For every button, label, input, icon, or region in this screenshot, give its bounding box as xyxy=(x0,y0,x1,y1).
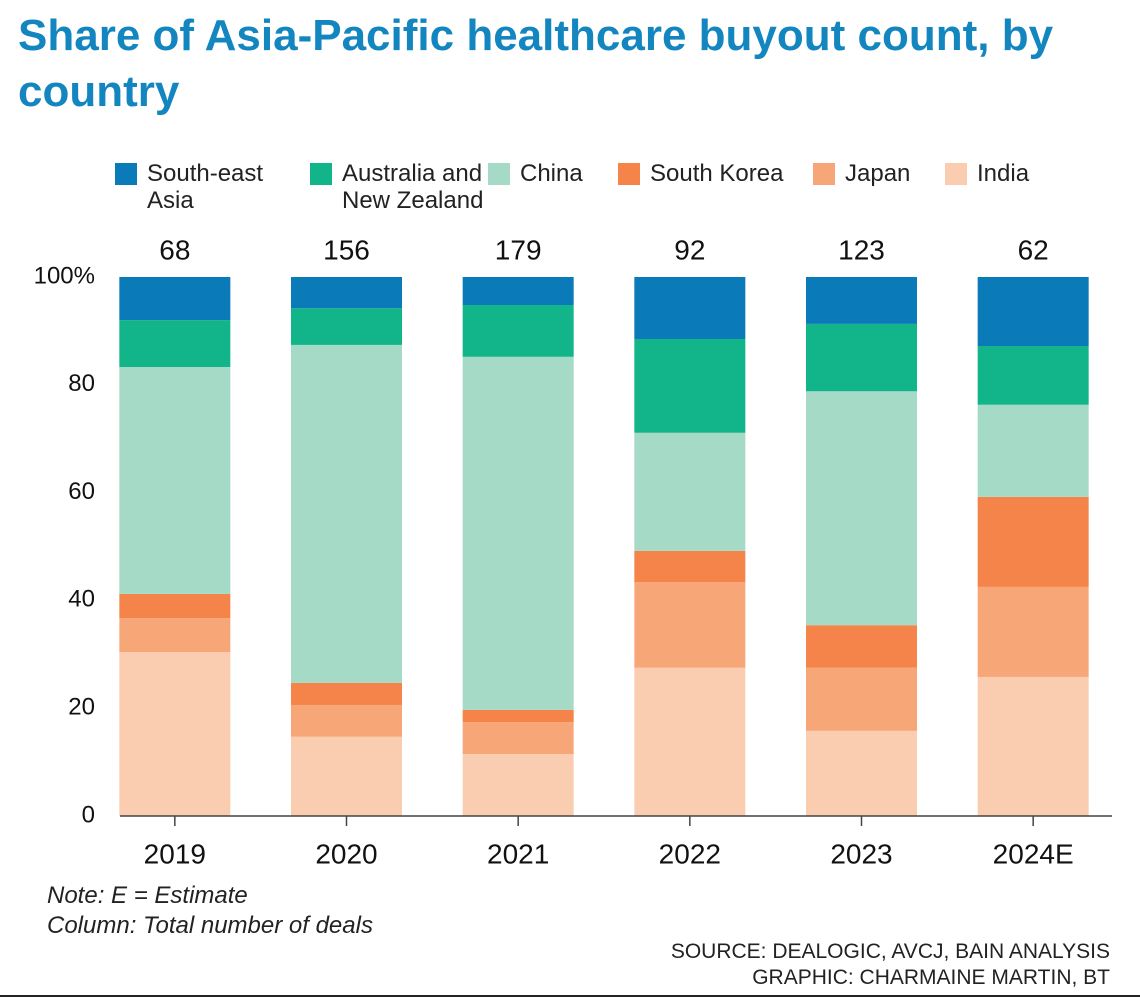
legend-swatch xyxy=(945,163,967,185)
bar-segment xyxy=(462,709,574,723)
bar-segment xyxy=(977,277,1089,346)
note: Note: E = Estimate xyxy=(47,882,248,909)
legend-label: South Korea xyxy=(650,160,784,187)
total-label: 62 xyxy=(1018,234,1049,265)
x-tick-label: 2020 xyxy=(315,838,377,869)
bar-segment xyxy=(291,344,402,683)
legend-swatch xyxy=(310,163,332,185)
bar-segment xyxy=(291,682,402,705)
x-tick-label: 2023 xyxy=(830,838,892,869)
bar-segment xyxy=(634,338,746,433)
bar-segment xyxy=(119,277,231,321)
bar-segment xyxy=(634,667,746,816)
total-label: 179 xyxy=(495,234,542,265)
legend-label: Australia and New Zealand xyxy=(342,160,484,214)
bar-segment xyxy=(119,593,231,619)
legend-swatch xyxy=(618,163,640,185)
bar-segment xyxy=(806,730,917,816)
legend-swatch xyxy=(813,163,835,185)
legend-item: South Korea xyxy=(618,160,820,187)
x-tick-label: 2021 xyxy=(487,838,549,869)
bar-segment xyxy=(806,277,917,324)
legend-item: India xyxy=(945,160,1077,187)
bar-segment xyxy=(119,652,231,816)
bar-segment xyxy=(462,722,574,755)
note: Column: Total number of deals xyxy=(47,912,373,939)
bar-segment xyxy=(462,356,574,710)
legend-label: China xyxy=(520,160,583,187)
bar-segment xyxy=(462,305,574,357)
legend-item: South-east Asia xyxy=(115,160,272,214)
y-tick-label: 40 xyxy=(68,586,95,613)
bar-segment xyxy=(977,345,1089,405)
total-label: 123 xyxy=(838,234,885,265)
legend-swatch xyxy=(488,163,510,185)
bar-segment xyxy=(977,586,1089,677)
legend-label: Japan xyxy=(845,160,911,187)
bar-segment xyxy=(977,676,1089,816)
y-tick-label: 0 xyxy=(82,801,95,828)
total-label: 68 xyxy=(159,234,190,265)
total-label: 156 xyxy=(323,234,370,265)
bar-segment xyxy=(806,323,917,392)
legend-item: Australia and New Zealand xyxy=(310,160,502,214)
source: SOURCE: DEALOGIC, AVCJ, BAIN ANALYSIS xyxy=(670,940,1110,963)
bar-segment xyxy=(977,404,1089,497)
y-tick-label: 60 xyxy=(68,478,95,505)
bar-segment xyxy=(462,754,574,816)
bar-segment xyxy=(634,582,746,668)
y-tick-label: 80 xyxy=(68,370,95,397)
x-tick-label: 2022 xyxy=(659,838,721,869)
bottom-rule xyxy=(0,995,1140,997)
bar-segment xyxy=(634,277,746,339)
x-tick-label: 2024E xyxy=(993,838,1074,869)
bar-segment xyxy=(119,320,231,368)
chart-title: Share of Asia-Pacific healthcare buyout … xyxy=(18,11,1054,116)
bar-segment xyxy=(806,667,917,731)
bar-segment xyxy=(634,432,746,551)
bar-segment xyxy=(977,496,1089,587)
source: GRAPHIC: CHARMAINE MARTIN, BT xyxy=(752,966,1110,989)
total-label: 92 xyxy=(674,234,705,265)
bar-segment xyxy=(291,736,402,816)
bar-segment xyxy=(291,277,402,309)
y-tick-label: 20 xyxy=(68,694,95,721)
legend-item: Japan xyxy=(813,160,945,187)
bar-segment xyxy=(291,704,402,737)
legend-item: China xyxy=(488,160,630,187)
legend-swatch xyxy=(115,163,137,185)
bar-segment xyxy=(806,625,917,668)
legend-label: South-east Asia xyxy=(147,160,264,214)
x-tick-label: 2019 xyxy=(144,838,206,869)
bar-segment xyxy=(291,308,402,345)
y-tick-label: 100% xyxy=(34,262,95,289)
bar-segment xyxy=(462,277,574,306)
bar-segment xyxy=(634,550,746,583)
bar-segment xyxy=(119,618,231,653)
bar-segment xyxy=(119,367,231,594)
legend-label: India xyxy=(977,160,1030,187)
bar-segment xyxy=(806,391,917,626)
